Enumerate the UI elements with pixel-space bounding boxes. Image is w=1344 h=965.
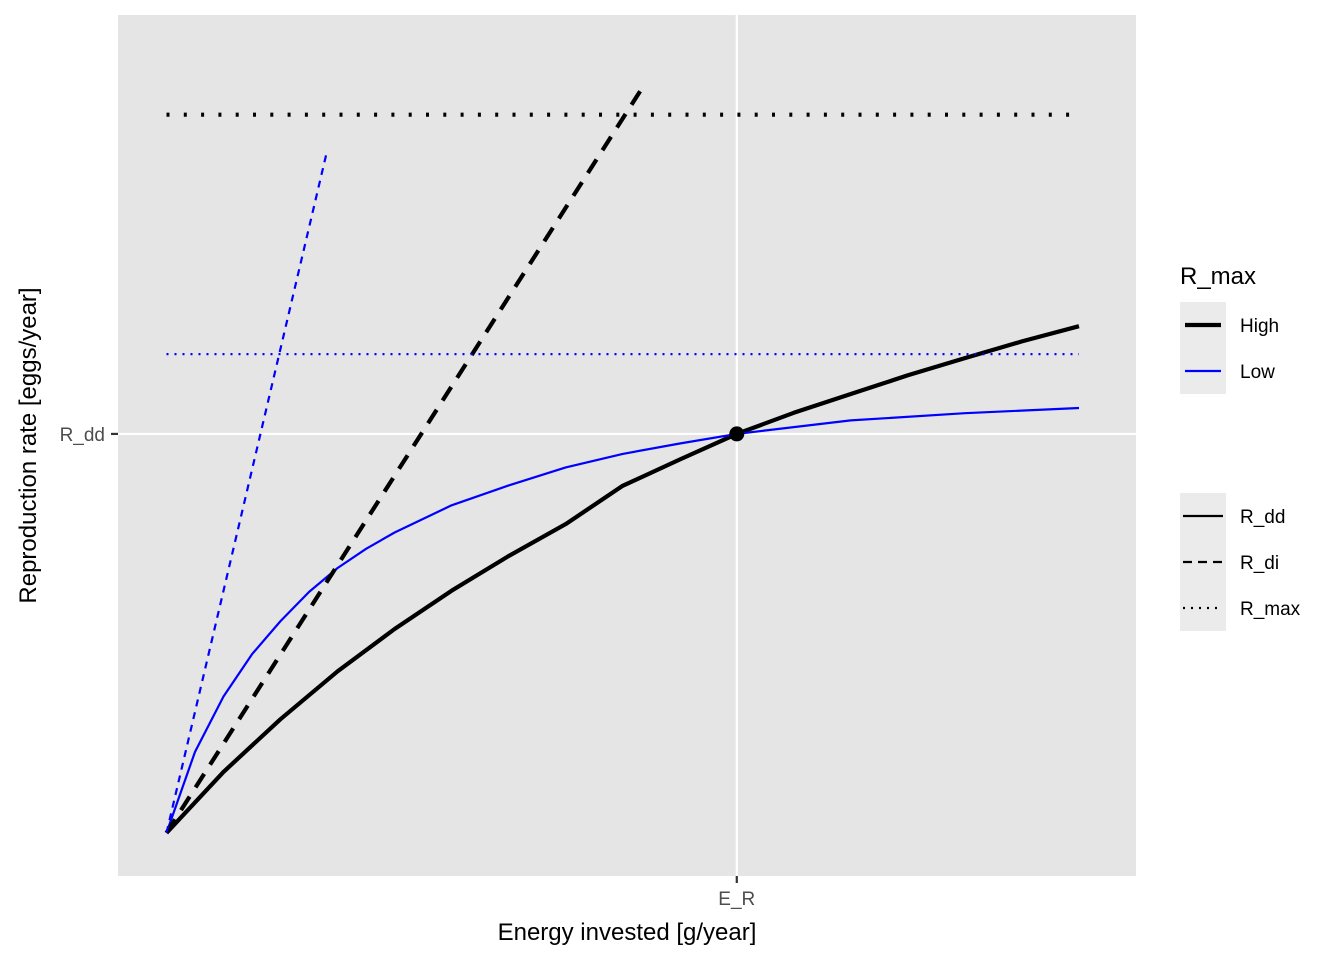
axis-layer: E_R R_dd [60, 425, 756, 910]
legend-linetype-label: R_di [1240, 553, 1279, 574]
legend-linetype-label: R_dd [1240, 507, 1285, 528]
series-line-high-r-di [164, 81, 648, 835]
data-point [729, 426, 745, 442]
series-layer [164, 81, 1080, 835]
legend-color: R_max High Low [1180, 263, 1279, 394]
x-axis-label: Energy invested [g/year] [498, 919, 757, 946]
y-tick-label: R_dd [60, 425, 105, 446]
legend-color-label: Low [1240, 362, 1275, 383]
grid-lines [118, 15, 1136, 876]
plot-panel [118, 15, 1136, 876]
x-tick-label: E_R [718, 889, 755, 910]
legend-color-label: High [1240, 316, 1279, 337]
series-line-low-r-dd [165, 406, 1080, 834]
legend-linetype: R_dd R_di R_max [1180, 493, 1301, 631]
legend-key-bg [1180, 585, 1226, 631]
series-line-high-r-dd [164, 324, 1080, 835]
legend-color-title: R_max [1180, 263, 1256, 290]
legend-linetype-label: R_max [1240, 599, 1301, 620]
y-axis-label: Reproduction rate [eggs/year] [15, 287, 42, 603]
